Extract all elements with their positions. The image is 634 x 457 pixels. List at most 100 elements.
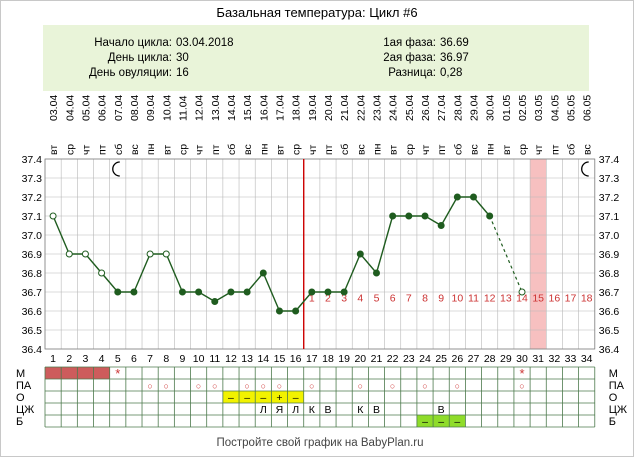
footer-text: Постройте свой график на BabyPlan.ru [216,437,423,449]
temperature-segment [343,253,361,293]
date-label: 16.04 [258,95,270,121]
summary-day-value: 30 [176,52,189,64]
post-ovulation-label: 18 [581,293,593,305]
moon-shape [112,161,120,177]
date-label: 07.04 [113,95,125,121]
post-ovulation-label: 13 [500,293,512,305]
post-ovulation-label: 2 [325,293,331,305]
row-mark: ○ [309,381,314,391]
weekday-label: ср [64,144,76,155]
date-label: 27.04 [436,95,448,121]
day-number: 23 [403,353,415,365]
temperature-point [227,288,235,296]
summary-ovulation-value: 16 [176,67,189,79]
day-number: 16 [290,353,302,365]
moon-icon [112,161,120,177]
date-label: 02.05 [517,95,529,121]
post-ovulation-label: 4 [357,293,363,305]
date-label: 06.04 [97,95,109,121]
post-ovulation-label: 3 [341,293,347,305]
y-tick-left: 36.6 [22,306,43,318]
row-mark: – [454,416,460,428]
mucus-cell [222,391,240,403]
y-tick-left: 36.9 [22,249,43,261]
summary-phase2-value: 36.97 [440,52,469,64]
weekday-label: чт [420,145,432,155]
row-mark: ○ [261,381,266,391]
temperature-point [421,212,429,220]
temperature-segment [84,253,103,274]
y-tick-left: 36.5 [22,325,43,337]
row-mark: ○ [196,381,201,391]
day-number: 10 [193,353,205,365]
post-ovulation-label: 12 [484,293,496,305]
row-label-right: Б [609,416,616,428]
day-number: 31 [532,353,544,365]
day-number: 6 [131,353,137,365]
row-mark: ○ [390,381,395,391]
temperature-point [389,212,397,220]
day-number: 12 [225,353,237,365]
weekday-label: пн [145,143,157,155]
temperature-point [324,288,332,296]
temperature-segment [440,196,458,226]
y-tick-right: 37.0 [599,230,620,242]
weekday-label: вт [274,145,286,155]
temperature-segment [472,196,491,217]
summary-phase1-label: 1ая фаза: [383,37,436,49]
date-label: 10.04 [161,95,173,121]
star-icon: * [115,366,120,381]
post-ovulation-label: 17 [565,293,577,305]
weekday-label: ср [404,144,416,155]
day-number: 17 [306,353,318,365]
temperature-point [308,288,316,296]
date-label: 24.04 [388,95,400,121]
date-label: 29.04 [469,95,481,121]
day-number: 29 [500,353,512,365]
day-number: 26 [451,353,463,365]
date-label: 22.04 [355,95,367,121]
green-cell [433,415,450,427]
temperature-segment [165,253,184,293]
weekday-label: сб [113,144,125,155]
day-number: 28 [484,353,496,365]
summary-day-label: День цикла: [108,52,172,64]
y-tick-left: 37.4 [22,154,43,166]
day-number: 14 [257,353,269,365]
weekday-label: чт [307,145,319,155]
date-axis: 03.04 вт 04.04 ср 05.04 чт 06.04 пт 07.04 сб 08.04… [48,95,594,155]
weekday-label: сб [452,144,464,155]
temperature-point [275,307,283,315]
weekday-label: пт [549,144,561,155]
post-ovulation-label: 9 [438,293,444,305]
date-label: 04.05 [549,95,561,121]
weekday-label: пн [258,143,270,155]
day-number: 3 [83,353,89,365]
day-number: 20 [354,353,366,365]
row-mark: К [309,404,316,416]
summary-phase2-label: 2ая фаза: [383,52,436,64]
date-label: 04.04 [64,95,76,121]
y-tick-left: 37.3 [22,173,43,185]
plot-area: 37.4 37.4 37.3 37.3 37.2 37.2 37.1 37.1 37.0 37.0… [22,154,620,365]
date-label: 11.04 [177,95,189,121]
date-label: 26.04 [420,95,432,121]
green-cell [416,415,434,427]
post-ovulation-label: 10 [451,293,463,305]
weekday-label: ср [517,144,529,155]
temperature-point [130,288,138,296]
temperature-point [65,250,73,258]
weekday-label: вт [388,145,400,155]
temperature-point [259,269,267,277]
date-label: 15.04 [242,95,254,121]
row-label-left: ЦЖ [16,404,34,416]
summary-diff-label: Разница: [388,67,436,79]
day-number: 30 [516,353,528,365]
date-label: 14.04 [226,95,238,121]
row-mark: К [357,404,364,416]
weekday-label: вс [582,144,594,155]
row-label-right: О [609,392,618,404]
date-label: 28.04 [452,95,464,121]
row-mark: – [438,416,444,428]
moon-shape [581,161,589,177]
